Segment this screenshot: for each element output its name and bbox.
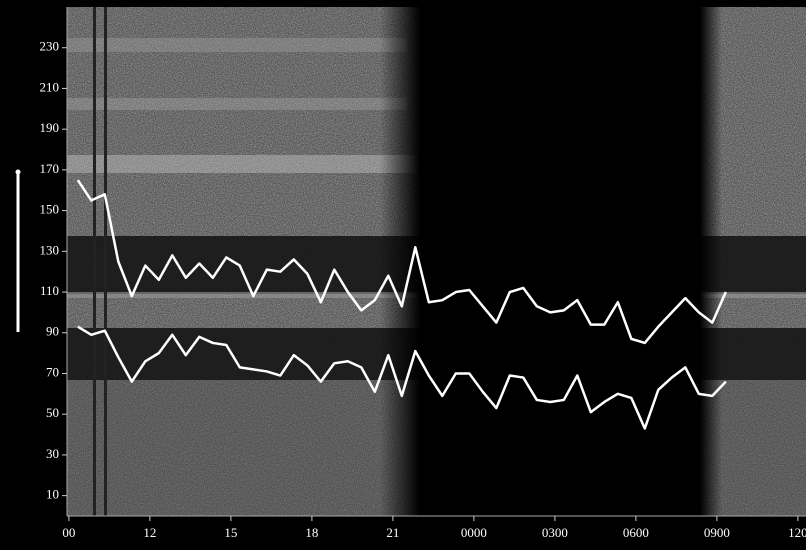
x-tick-label: 0900 — [704, 525, 730, 540]
y-tick-label: 150 — [40, 202, 60, 217]
y-tick-label: 210 — [40, 79, 60, 94]
y-tick-label: 170 — [40, 161, 60, 176]
x-tick-label: 120 — [788, 525, 806, 540]
y-tick-label: 230 — [40, 39, 60, 54]
scale-bar-cap — [15, 169, 21, 175]
x-tick-label: 00 — [62, 525, 75, 540]
x-tick-label: 0600 — [623, 525, 649, 540]
y-tick-label: 130 — [40, 242, 60, 257]
data-line — [76, 179, 727, 345]
y-tick-label: 190 — [40, 120, 60, 135]
x-tick-label: 0300 — [542, 525, 568, 540]
y-tick-label: 70 — [46, 364, 59, 379]
x-tick-label: 12 — [143, 525, 156, 540]
spectrogram-background — [67, 7, 806, 516]
y-tick-label: 30 — [46, 446, 59, 461]
y-tick-label: 50 — [46, 405, 59, 420]
y-tick-label: 90 — [46, 324, 59, 339]
x-tick-label: 0000 — [461, 525, 487, 540]
x-tick-label: 18 — [305, 525, 318, 540]
x-tick-label: 15 — [224, 525, 237, 540]
y-tick-label: 110 — [40, 283, 59, 298]
y-tick-label: 10 — [46, 487, 59, 502]
data-line — [77, 325, 727, 430]
x-tick-label: 21 — [386, 525, 399, 540]
